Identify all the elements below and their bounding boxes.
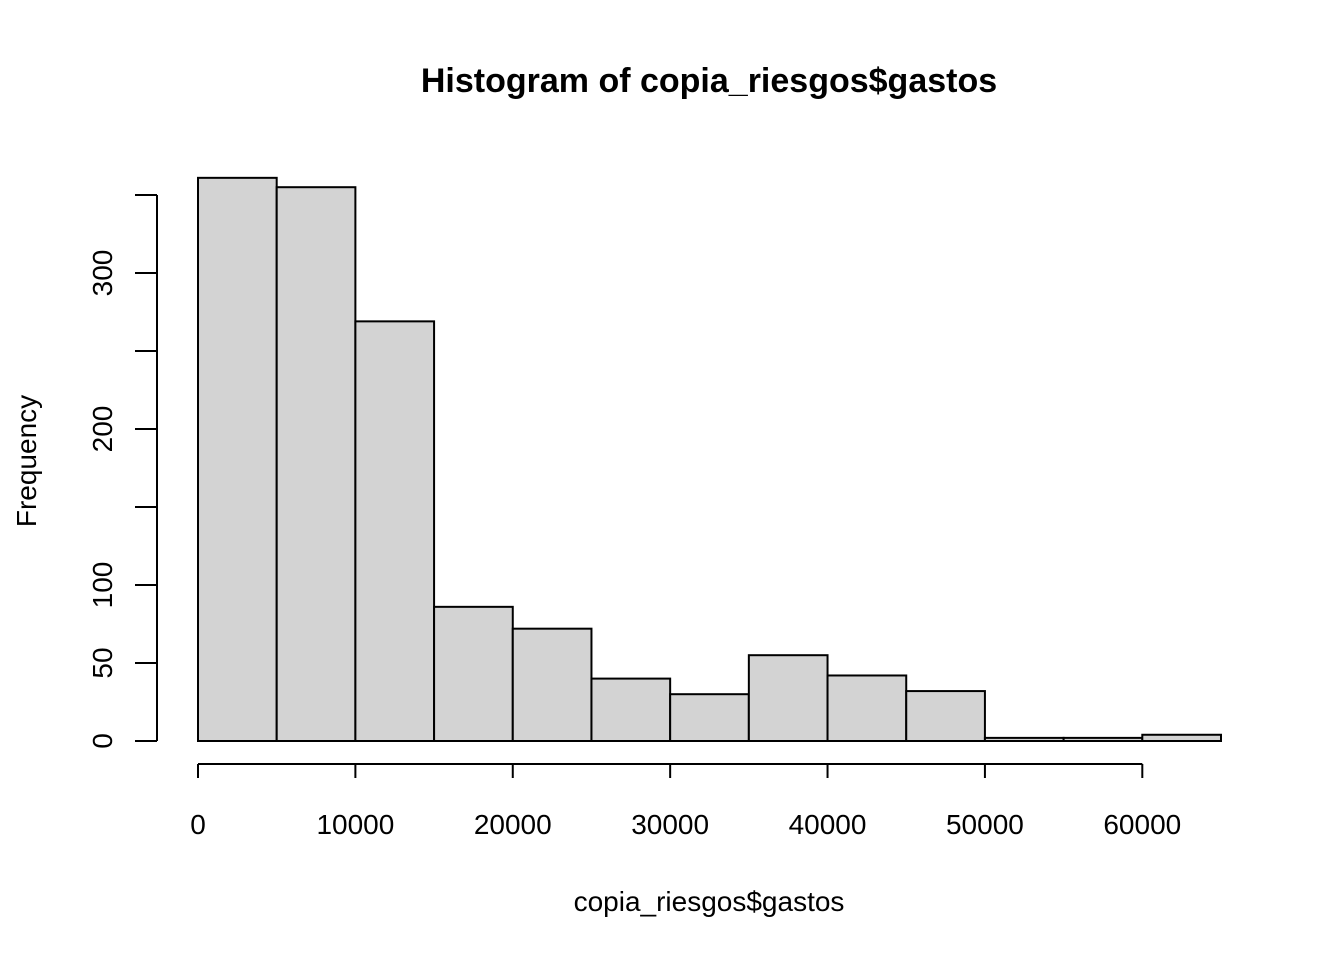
histogram-bar	[669, 693, 750, 743]
x-axis-label: copia_riesgos$gastos	[574, 886, 845, 917]
x-tick-label: 30000	[631, 809, 709, 840]
y-tick-label: 100	[87, 562, 118, 609]
histogram-bar	[511, 627, 593, 742]
x-tick-label: 50000	[946, 809, 1024, 840]
x-tick-label: 10000	[316, 809, 394, 840]
histogram-bar	[433, 605, 514, 743]
x-axis: 0 10000 20000 30000 40000 50000 60000	[190, 763, 1181, 840]
histogram-bar	[275, 186, 357, 742]
chart-title: Histogram of copia_riesgos$gastos	[421, 62, 997, 100]
y-tick-label: 50	[87, 647, 118, 678]
x-tick-label: 40000	[789, 809, 867, 840]
y-axis: 0 50 100 200 300	[87, 194, 158, 749]
histogram-bar	[747, 654, 829, 743]
y-axis-label: Frequency	[11, 395, 42, 527]
x-tick-label: 0	[190, 809, 206, 840]
histogram-bar	[590, 677, 672, 742]
histogram-bar	[354, 320, 436, 742]
histogram-bar	[983, 736, 1065, 743]
x-tick-label: 60000	[1103, 809, 1181, 840]
x-tick-label: 20000	[474, 809, 552, 840]
histogram-bar	[197, 176, 278, 742]
y-tick-label: 300	[87, 250, 118, 297]
histogram-bar	[905, 690, 986, 743]
bars-group	[197, 176, 1223, 743]
histogram-bar	[826, 674, 908, 742]
y-tick-label: 200	[87, 406, 118, 453]
histogram-bar	[1141, 733, 1223, 743]
histogram-bar	[1062, 736, 1144, 743]
y-tick-label: 0	[87, 733, 118, 749]
